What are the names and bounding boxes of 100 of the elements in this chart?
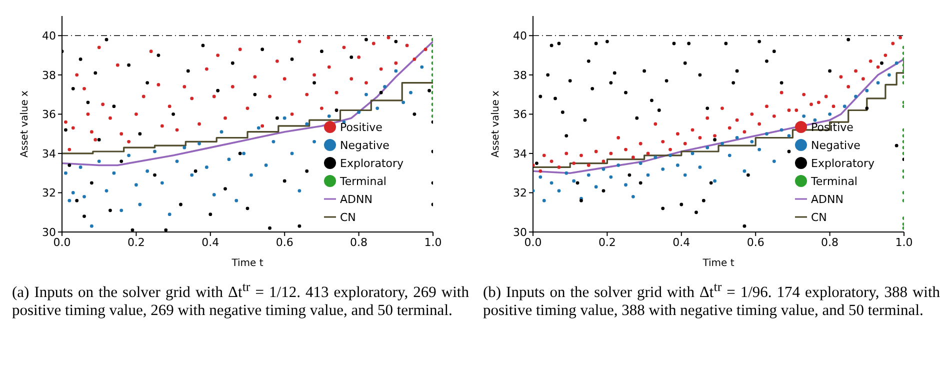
point [586,59,590,63]
x-tick-label: 1.0 [424,236,442,249]
point [624,183,628,187]
point [654,122,658,126]
x-tick-label: 0.4 [202,236,220,249]
point [327,114,331,118]
point [772,160,776,164]
point [64,171,68,175]
point [327,65,331,69]
point [290,58,294,61]
point [602,167,606,171]
point [554,96,557,100]
point [97,46,101,50]
point [810,102,813,106]
point [216,88,220,92]
point [305,169,309,173]
point [564,134,568,138]
point [590,86,594,90]
point [702,198,706,202]
text: (b) Inputs on the solver grid with Δt$^{tr}$ = 1/96. 174 exploratory, 388 with positive timing value, 388 with negative timing value, and 50 terminal. [482,278,942,320]
point [676,132,680,136]
point [94,71,98,75]
point [372,42,376,46]
y-tick-label: 30 [513,226,527,239]
point [82,86,86,90]
y-tick-label: 36 [42,108,56,122]
point [876,81,880,84]
legend-label: Exploratory [811,157,875,170]
point [724,42,728,46]
point [253,92,257,96]
point [816,100,820,104]
point [379,67,383,71]
point [175,160,179,164]
point [364,92,368,96]
legend-label: Terminal [811,175,858,188]
legend-label: ADNN [340,193,372,206]
point [550,181,554,185]
point [312,81,316,84]
legend-label: Negative [340,139,390,152]
point [657,108,661,112]
point [794,108,798,112]
point [586,173,590,177]
point [298,40,302,44]
y-axis-title: Asset value x [490,90,502,158]
point [616,164,620,167]
x-tick-label: 0.0 [524,236,542,249]
point [108,208,112,212]
point [364,38,368,42]
point [865,88,869,92]
point [842,104,846,108]
x-axis-title: Time t [230,258,264,269]
point [661,167,665,171]
point [594,42,598,46]
point [334,108,338,112]
point [290,112,294,116]
point [690,128,694,132]
point [728,126,732,130]
y-tick-label: 34 [513,147,527,160]
point [550,44,554,48]
point [350,77,354,81]
point [94,138,98,142]
point [557,189,561,192]
text: (a) Inputs on the solver grid with Δt$^{tr}$ = 1/12. 413 exploratory, 269 with positive timing value, 269 with negative timing value, and 50 terminal. [11,278,470,320]
point [687,42,691,46]
point [71,126,75,130]
point [720,142,724,146]
point [234,198,238,202]
y-tick-label: 36 [513,108,527,122]
legend-label: Positive [340,121,382,134]
point [846,38,850,42]
point [305,122,309,126]
point [646,152,650,156]
point [602,160,606,164]
point [90,224,94,228]
y-axis-title: Asset value x [20,90,31,158]
point [412,112,416,116]
point [428,88,431,92]
point [386,36,390,40]
point [75,73,79,77]
point [75,198,79,202]
point [583,118,587,122]
point [275,116,279,120]
point [891,42,895,46]
point [642,69,646,73]
point [898,36,902,40]
point [709,181,713,185]
point [646,173,650,177]
x-tick-label: 0.6 [746,236,764,249]
point [884,54,888,57]
point [787,134,791,138]
point [246,106,250,110]
point [238,48,242,52]
point [557,166,561,169]
point [86,100,90,104]
point [772,114,776,118]
point [68,198,72,202]
point [156,83,160,86]
point [394,40,398,44]
point [134,112,138,116]
point [765,104,768,108]
